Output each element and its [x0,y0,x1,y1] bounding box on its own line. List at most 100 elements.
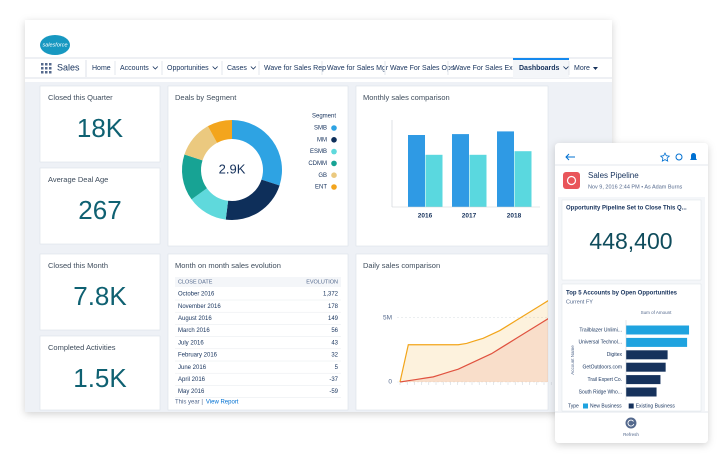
card [355,253,549,411]
logo-text: salesforce [42,42,67,48]
plot [399,300,548,383]
nav-tab[interactable]: More [574,65,590,72]
card-title: Deals by Segment [175,93,237,102]
cell: -59 [329,389,338,395]
card-title: Month on month sales evolution [175,261,281,270]
bar [469,154,487,207]
bar-label: Universal Technol... [578,340,622,346]
metric-title: Average Deal Age [48,175,108,184]
metric-title: Closed this Month [48,261,108,270]
legend-title: Type [568,403,579,409]
view-report-link[interactable]: View Report [206,400,239,406]
metric-title: Closed this Quarter [48,93,113,102]
area [400,318,548,382]
cell: 43 [331,340,338,346]
hbar [626,325,690,335]
cell: July 2016 [178,340,204,346]
legend-swatch [628,403,634,409]
nav-tab[interactable]: Wave For Sales Exec [453,65,521,72]
cell: April 2016 [178,377,206,383]
cell: November 2016 [178,304,221,310]
bar-label: GetOutdoors.com [583,365,622,371]
search-icon[interactable] [675,153,683,161]
x-axis-title: Sum of Amount [641,310,673,315]
card [39,335,161,411]
cell: 1,372 [323,292,339,298]
y-tick-label: 0 [388,379,392,386]
cell: 5 [335,365,339,371]
star-icon[interactable] [659,152,671,162]
bar-label: South Ridge Who... [579,389,622,395]
refresh-button[interactable] [625,417,637,429]
legend-label: Existing Business [636,403,676,409]
donut-segment [225,179,280,220]
active-tab-bar [513,58,569,60]
nav-tab[interactable]: Home [92,65,111,72]
cell: May 2016 [178,389,205,395]
mobile-card [561,199,702,281]
legend-swatch [331,148,337,155]
bar [452,134,469,207]
line [399,300,548,383]
chevron [212,66,218,70]
nav-tab[interactable]: Accounts [120,65,149,72]
nav-tab[interactable]: Cases [227,65,247,72]
nav-tab[interactable]: Wave For Sales Ops [390,65,455,72]
bar [425,154,443,207]
hbar [626,350,668,360]
column-header: CLOSE DATE [178,279,213,285]
card [39,167,161,245]
nav-tab[interactable]: Wave for Sales Rep [264,65,326,72]
chevron [152,66,159,70]
column-header: EVOLUTION [306,279,338,285]
legend-label: ESMB [310,149,327,155]
active-tab [513,59,569,78]
cell: 32 [331,353,338,359]
legend-swatch [331,172,337,178]
donut-center: 2.9K [219,161,246,176]
refresh-label[interactable]: Refresh [623,432,639,437]
bar-label: Trailblazer Unlimi... [579,327,622,333]
legend-label: MM [317,137,327,143]
card [39,85,161,163]
footer-note: This year | [175,400,203,406]
donut-segment [182,154,207,200]
legend-label: ENT [315,185,327,191]
legend-swatch [331,184,337,190]
metric-value: 267 [78,195,121,225]
card [167,85,349,247]
nav-tab[interactable]: Dashboards [519,65,560,72]
app-name: Sales [57,62,80,72]
nav-tab[interactable]: Opportunities [167,65,209,72]
hbar [626,387,657,397]
app-launcher[interactable] [41,63,52,74]
metric-value: 1.5K [73,363,127,393]
legend-label: SMB [314,126,327,132]
hbar [626,362,666,372]
metric-value: 7.8K [73,281,127,311]
cell: March 2016 [178,328,210,334]
cell: June 2016 [178,365,207,371]
table-header [175,277,341,287]
report-icon [563,172,580,189]
legend-swatch [583,403,588,409]
card-title: Monthly sales comparison [363,93,450,102]
x-tick-label: 2018 [507,213,522,220]
metric-title: Opportunity Pipeline Set to Close This Q… [566,206,687,212]
back-icon[interactable] [565,153,575,161]
cell: October 2016 [178,292,215,298]
metric-value: 448,400 [589,228,672,254]
nav-tab[interactable]: Wave for Sales Mgr [327,65,389,72]
donut-segment [232,120,282,186]
card [39,253,161,331]
logo: salesforce [40,35,70,55]
mobile-subtitle: Nov 9, 2016 2:44 PM • As Adam Burns [588,184,683,190]
bar [408,135,425,207]
x-tick-label: 2016 [418,213,433,220]
bell-icon[interactable] [690,153,697,160]
metric-value: 18K [77,113,124,143]
bar [514,151,532,207]
hbar [626,375,661,385]
